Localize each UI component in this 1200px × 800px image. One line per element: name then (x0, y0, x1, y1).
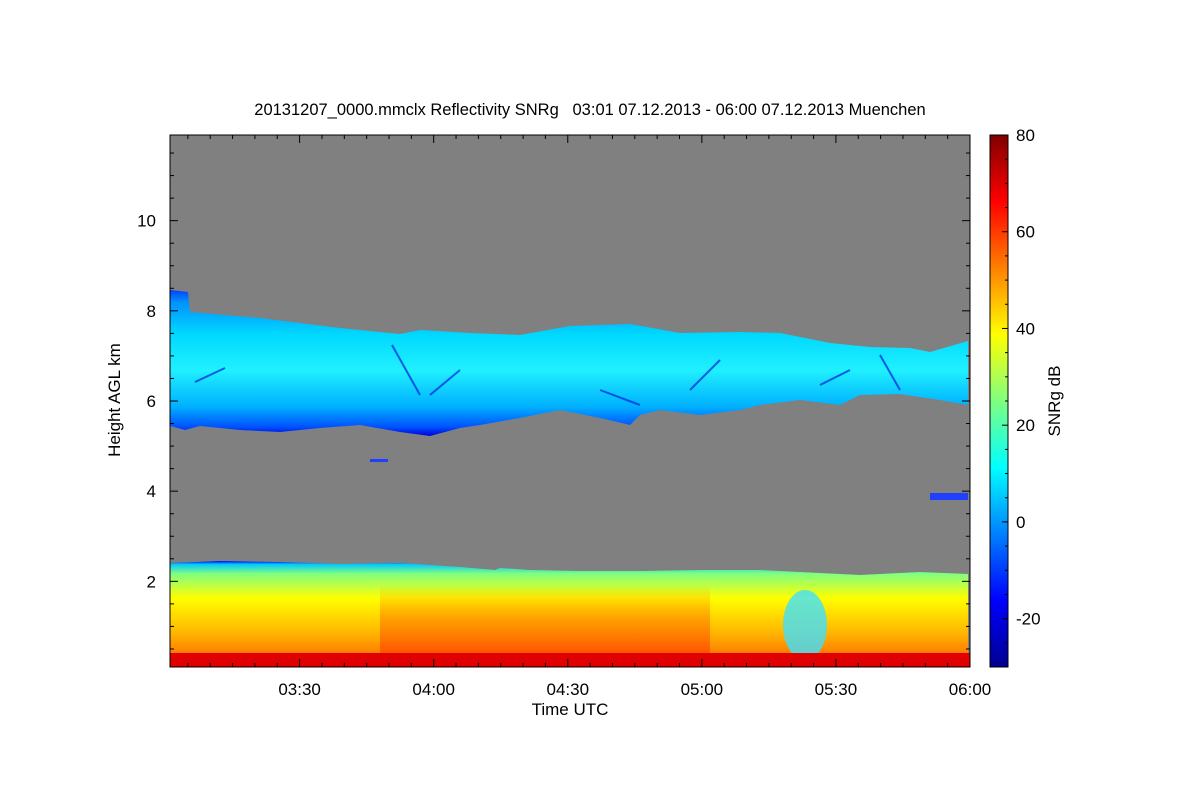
y-axis: 2 4 6 8 10 (137, 152, 970, 650)
x-tick-label: 05:30 (815, 680, 858, 699)
x-tick-label: 06:00 (949, 680, 992, 699)
x-axis-label: Time UTC (532, 700, 609, 719)
y-tick-label: 10 (137, 212, 156, 231)
x-tick-label: 04:00 (412, 680, 455, 699)
colorbar-tick-label: -20 (1016, 610, 1041, 629)
x-tick-label: 04:30 (546, 680, 589, 699)
colorbar-tick-label: 60 (1016, 223, 1035, 242)
colorbar-tick-label: 40 (1016, 319, 1035, 338)
isolated-echo-small (370, 459, 388, 462)
y-tick-label: 6 (147, 392, 156, 411)
y-tick-label: 2 (147, 572, 156, 591)
colorbar-tick-label: 20 (1016, 416, 1035, 435)
y-axis-label: Height AGL km (105, 343, 124, 457)
surface-clutter (170, 653, 970, 667)
colorbar-label: SNRg dB (1045, 366, 1064, 437)
cloud-dark-streaks (194, 344, 901, 406)
isolated-echo (930, 493, 968, 500)
x-tick-label: 05:00 (681, 680, 724, 699)
x-tick-label: 03:30 (278, 680, 321, 699)
boundary-layer-weak-patch (783, 590, 827, 660)
colorbar-axis: 80 60 40 20 0 -20 (1002, 126, 1041, 668)
mid-level-cloud (170, 290, 968, 436)
chart-title: 20131207_0000.mmclx Reflectivity SNRg 03… (254, 101, 925, 119)
plot-area (170, 135, 970, 667)
colorbar-tick-label: 0 (1016, 513, 1025, 532)
colorbar-tick-label: 80 (1016, 126, 1035, 145)
x-axis: 03:30 04:00 04:30 05:00 05:30 06:00 (187, 135, 992, 699)
y-tick-label: 4 (147, 482, 156, 501)
y-tick-label: 8 (147, 302, 156, 321)
